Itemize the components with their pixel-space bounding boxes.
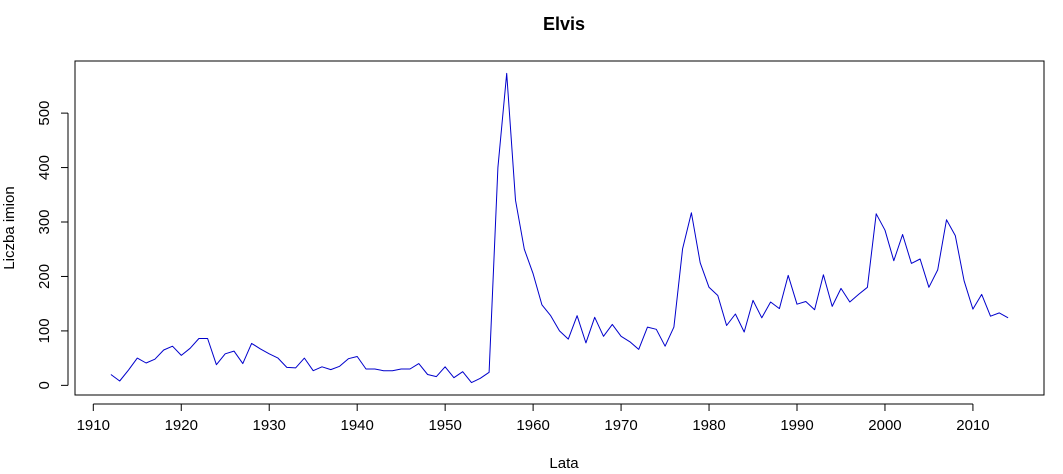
y-axis-label: Liczba imion bbox=[1, 186, 18, 269]
x-tick-label: 1910 bbox=[77, 417, 110, 434]
y-axis: 0 100 200 300 400 500 bbox=[36, 101, 69, 390]
x-tick-label: 1960 bbox=[516, 417, 549, 434]
x-tick-label: 2010 bbox=[956, 417, 989, 434]
x-tick-label: 2000 bbox=[868, 417, 901, 434]
x-axis: 1910 1920 1930 1940 1950 1960 1970 1980 1990 2000… bbox=[77, 403, 990, 434]
chart-title: Elvis bbox=[543, 14, 585, 34]
x-tick-label: 1990 bbox=[780, 417, 813, 434]
x-tick-label: 1940 bbox=[340, 417, 373, 434]
y-tick-label: 100 bbox=[36, 318, 53, 343]
y-tick-label: 300 bbox=[36, 209, 53, 234]
x-tick-label: 1930 bbox=[253, 417, 286, 434]
y-tick-label: 400 bbox=[36, 155, 53, 180]
y-tick-label: 200 bbox=[36, 264, 53, 289]
x-tick-label: 1950 bbox=[428, 417, 461, 434]
y-tick-label: 0 bbox=[36, 381, 53, 389]
x-axis-label: Lata bbox=[549, 455, 579, 472]
y-tick-label: 500 bbox=[36, 101, 53, 126]
series-line bbox=[110, 72, 1009, 384]
x-tick-label: 1980 bbox=[692, 417, 725, 434]
x-tick-label: 1920 bbox=[165, 417, 198, 434]
x-tick-label: 1970 bbox=[604, 417, 637, 434]
plot-area-border bbox=[74, 60, 1045, 396]
series-layer bbox=[110, 72, 1009, 384]
